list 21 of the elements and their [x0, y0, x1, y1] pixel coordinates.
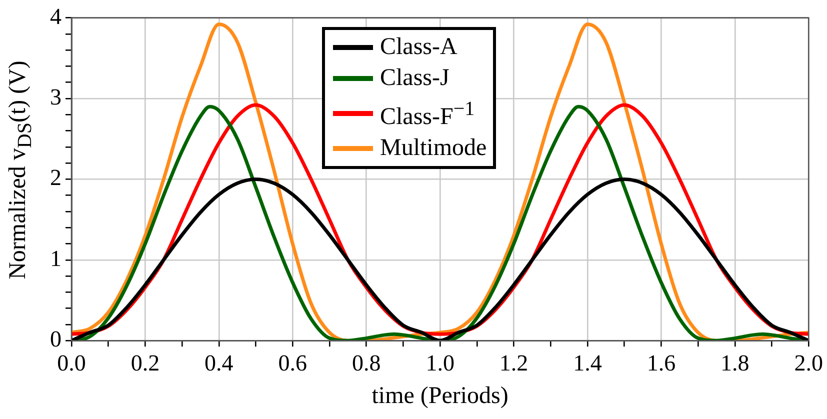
x-tick-label: 0.6 — [278, 350, 308, 376]
x-tick-label: 1.6 — [646, 350, 676, 376]
x-axis-title: time (Periods) — [372, 382, 508, 409]
x-tick-label: 0.4 — [204, 350, 234, 376]
x-tick-label: 2.0 — [794, 350, 823, 376]
x-tick-label: 1.4 — [573, 350, 602, 376]
x-tick-label: 1.0 — [426, 350, 454, 376]
y-tick-label: 2 — [50, 165, 62, 190]
x-tick-label: 1.8 — [720, 350, 750, 376]
x-tick-label: 0.2 — [130, 350, 160, 376]
y-tick-label: 3 — [50, 84, 62, 110]
legend-label: Class-J — [380, 64, 450, 93]
legend-label: Class-F$^{−1}$ — [380, 97, 475, 132]
y-tick-label: 1 — [50, 246, 62, 271]
x-tick-label: 1.2 — [499, 350, 528, 376]
legend-label: Class-A — [380, 33, 458, 62]
y-tick-label: 4 — [50, 4, 62, 29]
y-tick-label: 0 — [50, 326, 62, 352]
x-tick-label: 0.0 — [57, 350, 86, 376]
legend-label: Multimode — [380, 134, 487, 163]
x-tick-label: 0.8 — [352, 350, 381, 376]
